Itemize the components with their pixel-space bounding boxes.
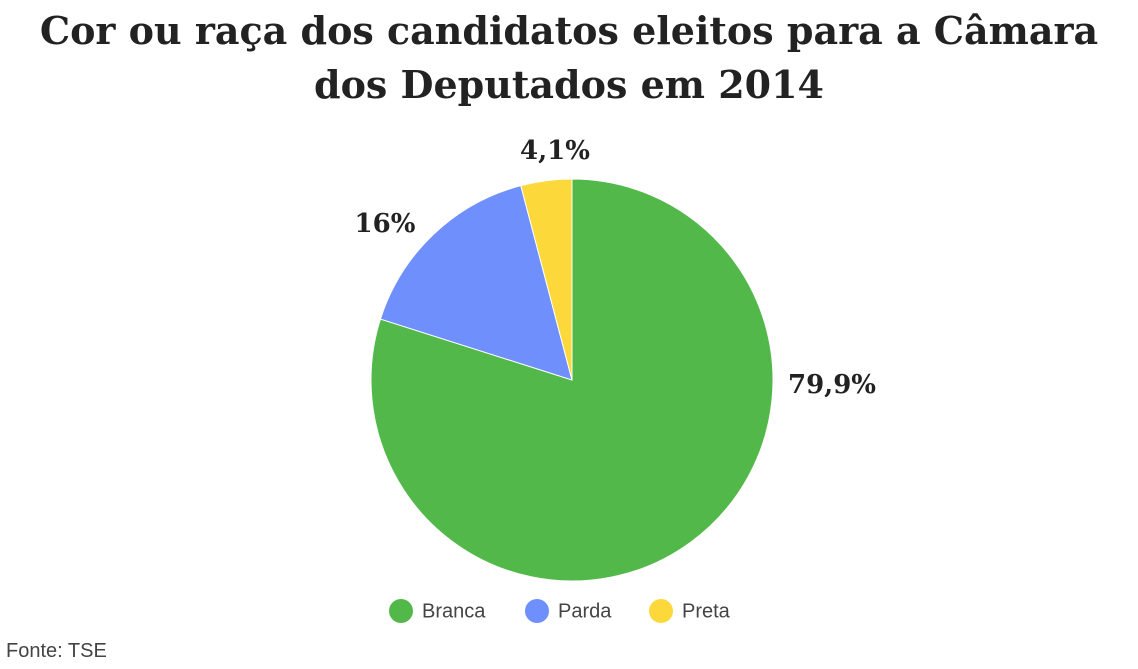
legend-marker: [525, 599, 549, 623]
legend-label: Parda: [558, 600, 612, 622]
chart-title: Cor ou raça dos candidatos eleitos para …: [39, 8, 1099, 107]
pie-slice: [520, 178, 573, 381]
data-label: 79,9%: [788, 370, 876, 400]
data-label: 16%: [355, 209, 416, 239]
legend-marker: [649, 599, 673, 623]
legend-label: Preta: [682, 600, 731, 622]
data-label: 4,1%: [520, 136, 590, 166]
source-note: Fonte: TSE: [6, 640, 107, 662]
legend-label: Branca: [422, 600, 486, 622]
legend-marker: [389, 599, 413, 623]
pie-slice: [379, 185, 573, 381]
